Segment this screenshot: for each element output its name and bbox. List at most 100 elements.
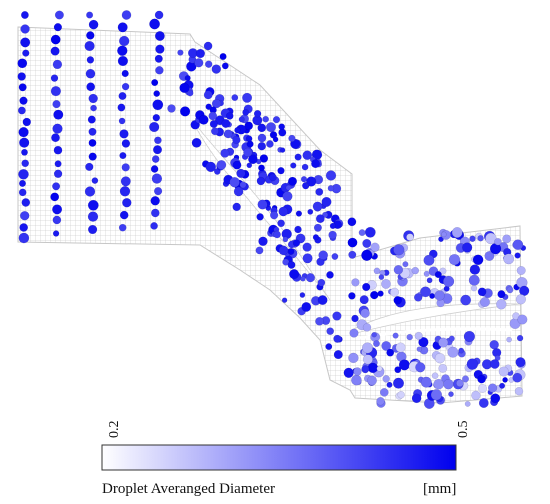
droplet — [300, 276, 306, 282]
droplet — [393, 296, 402, 305]
droplet — [119, 152, 127, 160]
droplet — [317, 295, 328, 305]
droplet — [121, 163, 130, 172]
droplet — [418, 337, 429, 348]
droplet — [367, 362, 379, 374]
droplet — [485, 232, 497, 245]
droplet — [325, 170, 337, 181]
droplet — [119, 129, 129, 139]
droplet — [118, 91, 127, 100]
droplet — [122, 197, 132, 208]
droplet — [256, 213, 264, 221]
droplet — [273, 230, 281, 239]
droplet — [258, 164, 265, 172]
droplet — [121, 82, 130, 91]
droplet — [186, 89, 194, 97]
droplet — [295, 210, 303, 217]
droplet — [379, 388, 389, 397]
droplet — [489, 340, 499, 350]
droplet — [221, 62, 229, 70]
droplet — [266, 122, 277, 133]
droplet — [448, 335, 455, 342]
droplet — [232, 202, 241, 212]
droplet — [361, 249, 373, 261]
droplet — [269, 131, 278, 139]
droplet — [90, 104, 97, 112]
droplet — [393, 377, 405, 389]
droplet — [179, 82, 190, 94]
droplet — [443, 379, 454, 390]
droplet — [382, 375, 390, 383]
droplet — [256, 176, 266, 186]
droplet — [472, 254, 484, 266]
droplet — [367, 375, 377, 386]
droplet — [242, 92, 253, 103]
droplet — [456, 379, 464, 388]
droplet — [423, 254, 435, 266]
droplet — [282, 236, 289, 243]
droplet — [87, 115, 96, 124]
droplet — [373, 267, 381, 275]
droplet — [512, 239, 524, 250]
droplet — [53, 145, 63, 155]
droplet — [121, 139, 131, 148]
droplet — [381, 340, 392, 351]
droplet — [151, 79, 159, 87]
droplet — [480, 297, 491, 308]
droplet — [154, 187, 163, 196]
droplet — [86, 31, 95, 40]
droplet — [18, 127, 29, 138]
droplet — [464, 400, 471, 407]
droplet — [21, 198, 31, 207]
droplet — [209, 119, 218, 128]
droplet — [211, 64, 222, 74]
droplet — [255, 246, 264, 255]
droplet — [119, 186, 131, 197]
droplet — [117, 103, 126, 112]
droplet — [53, 109, 64, 120]
droplet — [236, 168, 246, 179]
droplet — [430, 389, 443, 401]
droplet — [18, 83, 27, 92]
droplet — [351, 374, 362, 386]
droplet — [393, 265, 404, 275]
droplet — [242, 108, 250, 116]
droplet — [325, 343, 333, 350]
droplet — [411, 266, 419, 275]
droplet — [406, 233, 414, 241]
droplet — [86, 56, 95, 64]
droplet — [52, 182, 61, 191]
droplet — [515, 294, 527, 305]
droplet — [468, 274, 480, 286]
droplet — [180, 106, 191, 117]
droplet — [360, 308, 370, 318]
droplet — [506, 336, 512, 343]
droplet — [266, 140, 274, 148]
droplet — [121, 69, 129, 78]
droplet — [52, 123, 63, 134]
droplet — [220, 148, 230, 158]
droplet — [154, 31, 165, 41]
droplet — [307, 208, 314, 215]
droplet — [277, 167, 285, 175]
droplet — [478, 384, 487, 393]
droplet — [439, 267, 447, 275]
droplet — [151, 173, 163, 184]
droplet — [371, 332, 377, 338]
droplet — [50, 192, 60, 202]
droplet — [205, 161, 217, 173]
droplet — [347, 217, 357, 227]
droplet — [118, 223, 127, 232]
droplet — [420, 286, 431, 298]
droplet — [331, 253, 339, 260]
droplet — [502, 377, 508, 383]
droplet — [278, 206, 289, 217]
droplet — [358, 229, 366, 237]
droplet — [287, 248, 295, 255]
droplet — [282, 191, 293, 202]
droplet — [205, 103, 212, 110]
droplet — [245, 135, 253, 142]
droplet — [469, 235, 476, 243]
droplet — [152, 113, 161, 122]
droplet — [219, 53, 227, 61]
